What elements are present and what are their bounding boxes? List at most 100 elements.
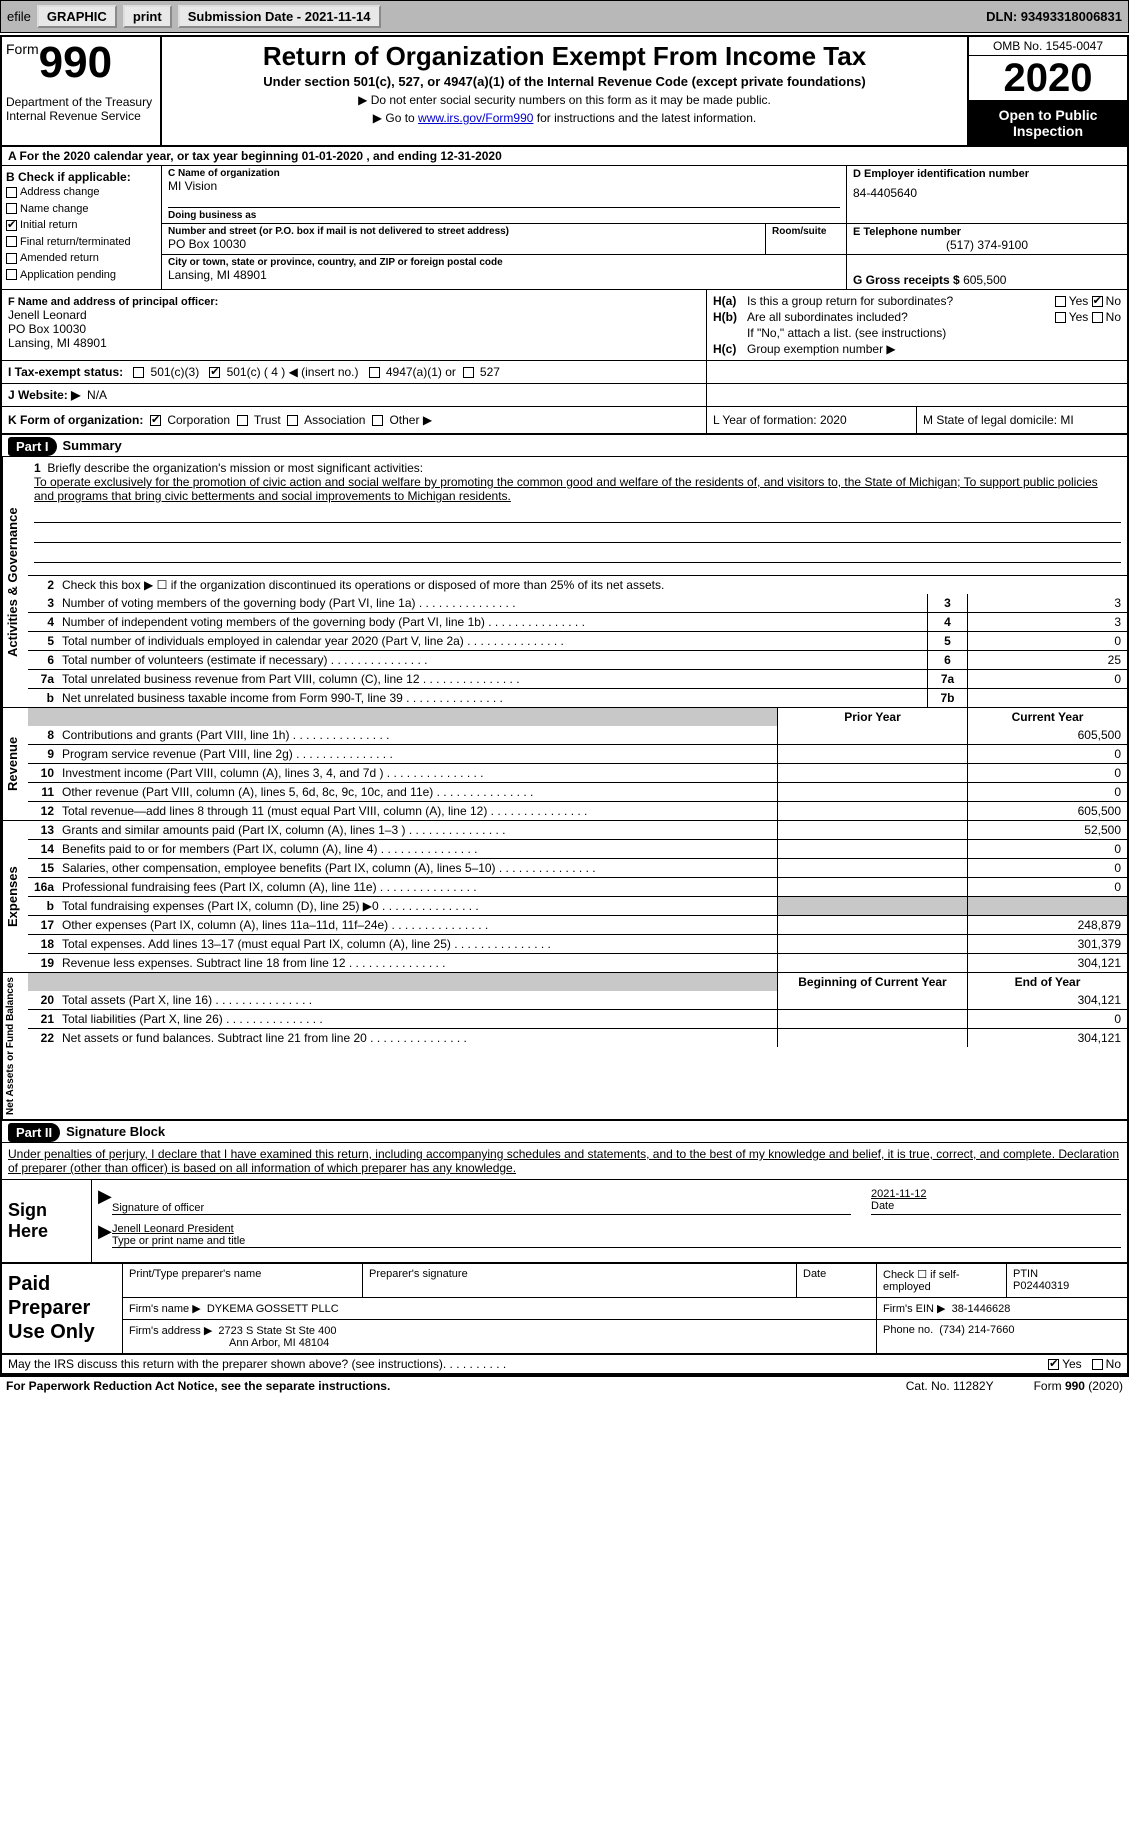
expense-line-16a: 16aProfessional fundraising fees (Part I… [28,877,1127,896]
cb-final-return[interactable]: Final return/terminated [6,234,157,251]
form-subtitle: Under section 501(c), 527, or 4947(a)(1)… [168,74,961,89]
summary-line-3: 3Number of voting members of the governi… [28,594,1127,612]
cb-4947[interactable] [369,367,380,378]
cb-501c3[interactable] [133,367,144,378]
form-title: Return of Organization Exempt From Incom… [168,41,961,72]
blank-line-3 [34,547,1121,563]
hc-text: Group exemption number ▶ [747,342,1121,356]
expense-line-15: 15Salaries, other compensation, employee… [28,858,1127,877]
mission-block: 1 Briefly describe the organization's mi… [28,457,1127,575]
tel-label: E Telephone number [853,226,1121,238]
discuss-no-checkbox[interactable] [1092,1359,1103,1370]
header-mid: Return of Organization Exempt From Incom… [162,37,967,145]
signature-date: 2021-11-12 Date [871,1186,1121,1215]
discuss-yesno: Yes No [1048,1357,1121,1371]
hb-label: H(b) [713,310,747,324]
name-title-field: Jenell Leonard President Type or print n… [112,1221,1121,1248]
irs-link[interactable]: www.irs.gov/Form990 [418,111,533,125]
firm-phone-cell: Phone no. (734) 214-7660 [877,1320,1127,1353]
org-name: MI Vision [168,179,840,193]
prep-name-cell: Print/Type preparer's name [123,1264,363,1297]
cb-initial-return[interactable]: Initial return [6,217,157,234]
form-word: Form [6,41,39,57]
note2-post: for instructions and the latest informat… [533,111,756,125]
signature-block: Under penalties of perjury, I declare th… [2,1143,1127,1375]
column-b-checkboxes: B Check if applicable: Address change Na… [2,166,162,289]
revenue-line-8: 8Contributions and grants (Part VIII, li… [28,726,1127,744]
row-a-tax-year: A For the 2020 calendar year, or tax yea… [2,147,1127,166]
cb-application-pending[interactable]: Application pending [6,267,157,284]
prep-sig-cell: Preparer's signature [363,1264,797,1297]
revenue-line-9: 9Program service revenue (Part VIII, lin… [28,744,1127,763]
row-k: K Form of organization: Corporation Trus… [2,407,707,433]
discuss-row: May the IRS discuss this return with the… [2,1355,1127,1375]
net-line-21: 21Total liabilities (Part X, line 26)0 [28,1009,1127,1028]
city-label: City or town, state or province, country… [168,257,840,268]
ha-text: Is this a group return for subordinates? [747,294,1055,308]
column-f-officer: F Name and address of principal officer:… [2,290,707,360]
blank-line-1 [34,507,1121,523]
hb-text: Are all subordinates included? [747,310,1055,324]
part2-header-row: Part II Signature Block [2,1121,1127,1143]
col-prior-year: Prior Year [777,708,967,726]
cb-other[interactable] [372,415,383,426]
part1-body: Activities & Governance 1 Briefly descri… [2,457,1127,707]
ha-yes-checkbox[interactable] [1055,296,1066,307]
side-label-expenses: Expenses [2,821,28,972]
discuss-yes-checkbox[interactable] [1048,1359,1059,1370]
cb-501c[interactable] [209,367,220,378]
column-h: H(a) Is this a group return for subordin… [707,290,1127,360]
signature-of-officer[interactable]: Signature of officer [112,1186,851,1215]
cb-name-change[interactable]: Name change [6,201,157,218]
website-label: J Website: ▶ [8,388,80,402]
expense-line-14: 14Benefits paid to or for members (Part … [28,839,1127,858]
department-label: Department of the Treasury Internal Reve… [6,95,156,124]
revenue-line-10: 10Investment income (Part VIII, column (… [28,763,1127,782]
expense-line-18: 18Total expenses. Add lines 13–17 (must … [28,934,1127,953]
officer-label: F Name and address of principal officer: [8,296,218,308]
submission-date-button[interactable]: Submission Date - 2021-11-14 [178,5,381,28]
pra-notice: For Paperwork Reduction Act Notice, see … [6,1379,390,1393]
col-end-year: End of Year [967,973,1127,991]
note-link: ▶ Go to www.irs.gov/Form990 for instruct… [168,111,961,125]
city-value: Lansing, MI 48901 [168,268,840,282]
cb-association[interactable] [287,415,298,426]
summary-line-4: 4Number of independent voting members of… [28,612,1127,631]
firm-addr-cell: Firm's address ▶ 2723 S State St Ste 400… [123,1320,877,1353]
cb-trust[interactable] [237,415,248,426]
open-inspection: Open to Public Inspection [969,101,1127,145]
row-i: I Tax-exempt status: 501(c)(3) 501(c) ( … [2,361,1127,384]
discuss-question: May the IRS discuss this return with the… [8,1357,443,1371]
row-m: M State of legal domicile: MI [917,407,1127,433]
expense-line-13: 13Grants and similar amounts paid (Part … [28,821,1127,839]
prep-self-cell: Check ☐ if self-employed [877,1264,1007,1297]
addr-label: Number and street (or P.O. box if mail i… [168,226,759,237]
cb-address-change[interactable]: Address change [6,184,157,201]
room-label: Room/suite [772,226,840,237]
ha-no-checkbox[interactable] [1092,296,1103,307]
graphic-button[interactable]: GRAPHIC [37,5,117,28]
summary-line-7a: 7aTotal unrelated business revenue from … [28,669,1127,688]
hb-yes-checkbox[interactable] [1055,312,1066,323]
form-org-label: K Form of organization: [8,413,143,427]
firm-ein-cell: Firm's EIN ▶ 38-1446628 [877,1298,1127,1319]
net-assets-section: Net Assets or Fund Balances Beginning of… [2,972,1127,1121]
ein-cell: D Employer identification number 84-4405… [847,166,1127,223]
officer-addr1: PO Box 10030 [8,322,86,336]
website-value: N/A [87,388,107,402]
hc-label: H(c) [713,342,747,356]
cb-corporation[interactable] [150,415,161,426]
row-klm: K Form of organization: Corporation Trus… [2,407,1127,435]
cb-527[interactable] [463,367,474,378]
hb-no-checkbox[interactable] [1092,312,1103,323]
row-j: J Website: ▶ N/A [2,384,1127,407]
paid-preparer-label: Paid Preparer Use Only [2,1264,122,1353]
cb-amended-return[interactable]: Amended return [6,250,157,267]
form-number: 990 [39,38,112,87]
print-button[interactable]: print [123,5,172,28]
part2-title: Signature Block [60,1122,171,1141]
part1-title: Summary [57,436,128,455]
col-begin-year: Beginning of Current Year [777,973,967,991]
block-fh: F Name and address of principal officer:… [2,290,1127,361]
sig-arrow-1-icon: ▶ [98,1186,112,1215]
